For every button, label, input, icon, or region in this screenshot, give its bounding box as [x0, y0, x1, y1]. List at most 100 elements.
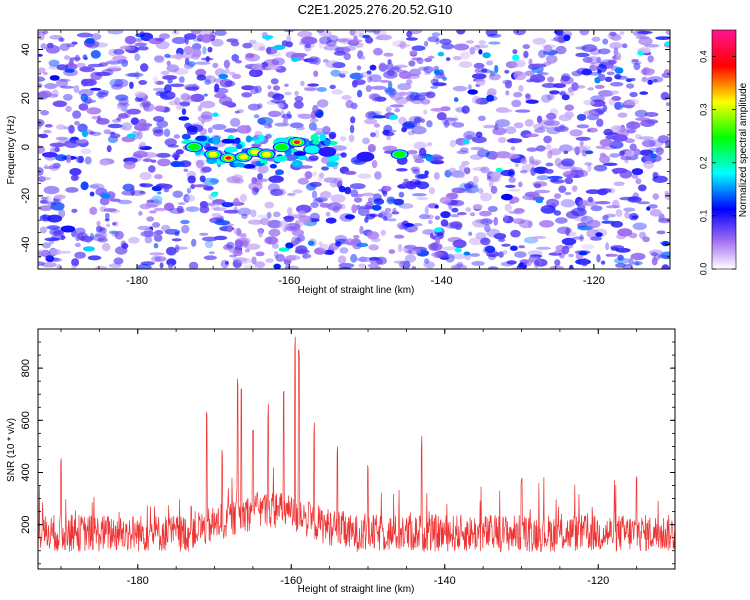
- spectrogram-noise-cell: [395, 96, 409, 105]
- spectrogram-noise-cell: [465, 134, 474, 140]
- spectrogram-noise-cell: [555, 45, 567, 55]
- spectrogram-noise-cell: [203, 255, 217, 260]
- spectrogram-noise-cell: [286, 34, 292, 44]
- spectrogram-noise-cell: [318, 30, 333, 37]
- spectrogram-noise-cell: [60, 250, 71, 254]
- spectrogram-noise-cell: [151, 195, 163, 204]
- spectrogram-noise-cell: [452, 122, 465, 128]
- spectrogram-noise-cell: [167, 263, 174, 269]
- spectrogram-hotspot: [434, 69, 441, 76]
- spectrogram-noise-cell: [350, 116, 356, 124]
- spectrogram-noise-cell: [229, 254, 237, 258]
- spectrogram-noise-cell: [139, 102, 147, 108]
- spectrogram-noise-cell: [590, 62, 595, 70]
- spectrogram-noise-cell: [241, 213, 248, 219]
- spectrogram-noise-cell: [541, 83, 558, 88]
- spectrogram-noise-cell: [599, 152, 607, 158]
- spectrogram-noise-cell: [497, 136, 507, 144]
- spectrogram-noise-cell: [359, 225, 364, 235]
- spectrogram-noise-cell: [171, 36, 187, 45]
- spectrogram-band-cell: [278, 155, 288, 162]
- spectrogram-noise-cell: [310, 201, 319, 208]
- spectrogram-noise-cell: [514, 163, 520, 168]
- spectrogram-noise-cell: [349, 183, 366, 190]
- spectrogram-noise-cell: [413, 141, 427, 150]
- spectrogram-noise-cell: [534, 189, 551, 194]
- spectrogram-noise-cell: [596, 56, 602, 63]
- spectrogram-noise-cell: [405, 248, 422, 255]
- spectrogram-noise-cell: [86, 107, 102, 115]
- spectrogram-noise-cell: [44, 164, 48, 170]
- spectrogram-noise-cell: [520, 169, 528, 174]
- spectrogram-noise-cell: [156, 120, 169, 128]
- spectrogram-noise-cell: [630, 77, 636, 82]
- spectrogram-noise-cell: [74, 251, 86, 259]
- y-tick-label: -20: [20, 188, 32, 204]
- spectrogram-noise-cell: [434, 215, 440, 220]
- spectrogram-noise-cell: [333, 177, 343, 186]
- spectrogram-noise-cell: [100, 231, 107, 240]
- spectrogram-noise-cell: [467, 84, 472, 90]
- y-tick-label: 0: [20, 144, 32, 150]
- spectrogram-noise-cell: [431, 32, 441, 37]
- spectrogram-noise-cell: [455, 137, 468, 146]
- spectrogram-noise-cell: [490, 156, 497, 160]
- spectrogram-noise-cell: [275, 253, 285, 262]
- spectrogram-noise-cell: [72, 110, 82, 119]
- spectrogram-noise-cell: [257, 173, 263, 180]
- snr-x-label: Height of straight line (km): [298, 584, 415, 595]
- spectrogram-noise-cell: [445, 253, 455, 263]
- spectrogram-noise-cell: [424, 57, 433, 63]
- spectrogram-noise-cell: [351, 204, 358, 214]
- spectrogram-noise-cell: [140, 32, 154, 42]
- spectrogram-noise-cell: [130, 117, 140, 125]
- spectrogram-noise-cell: [258, 228, 263, 238]
- spectrogram-noise-cell: [139, 183, 154, 188]
- spectrogram-noise-cell: [373, 123, 381, 128]
- spectrogram-noise-cell: [451, 187, 466, 194]
- spectrogram-hotspot: [425, 156, 434, 162]
- spectrogram-band-cell: [319, 133, 327, 142]
- spectrogram-noise-cell: [164, 138, 177, 147]
- spectrogram-noise-cell: [286, 41, 293, 48]
- spectrogram-noise-cell: [490, 185, 498, 194]
- spectrogram-noise-cell: [282, 118, 288, 125]
- spectrogram-noise-cell: [549, 265, 564, 269]
- spectrogram-hotspot: [82, 246, 95, 252]
- spectrogram-noise-cell: [337, 255, 347, 265]
- spectrogram-noise-cell: [464, 183, 473, 189]
- spectrogram-noise-cell: [431, 156, 445, 160]
- spectrogram-noise-cell: [634, 134, 642, 140]
- spectrogram-noise-cell: [474, 68, 481, 73]
- spectrogram-noise-cell: [411, 193, 427, 197]
- spectrogram-noise-cell: [307, 83, 319, 87]
- spectrogram-noise-cell: [384, 129, 397, 133]
- spectrogram-noise-cell: [639, 136, 655, 141]
- spectrogram-noise-cell: [597, 48, 611, 55]
- spectrogram-noise-cell: [247, 219, 263, 225]
- spectrogram-noise-cell: [633, 62, 641, 71]
- spectrogram-noise-cell: [545, 162, 554, 167]
- spectrogram-noise-cell: [51, 89, 59, 97]
- spectrogram-noise-cell: [291, 52, 308, 58]
- spectrogram-noise-cell: [286, 192, 296, 196]
- spectrogram-noise-cell: [301, 36, 318, 45]
- spectrogram-noise-cell: [525, 93, 531, 99]
- spectrogram-noise-cell: [316, 30, 325, 33]
- spectrogram-band-cell: [233, 162, 246, 167]
- spectrogram-noise-cell: [334, 38, 350, 43]
- spectrogram-noise-cell: [406, 79, 413, 85]
- spectrogram-noise-cell: [173, 134, 181, 139]
- spectrogram-noise-cell: [340, 152, 347, 158]
- spectrogram-noise-cell: [354, 197, 363, 203]
- spectrogram-noise-cell: [89, 184, 100, 189]
- spectrogram-hotspot: [463, 251, 471, 256]
- spectrogram-band-cell: [258, 134, 265, 143]
- spectrogram-noise-cell: [259, 217, 270, 226]
- spectrogram-noise-cell: [74, 54, 81, 62]
- spectrogram-noise-cell: [418, 147, 427, 157]
- spectrogram-noise-cell: [190, 93, 205, 103]
- spectrogram-noise-cell: [95, 265, 108, 269]
- spectrogram-noise-cell: [96, 91, 108, 98]
- spectrogram-noise-cell: [465, 185, 479, 194]
